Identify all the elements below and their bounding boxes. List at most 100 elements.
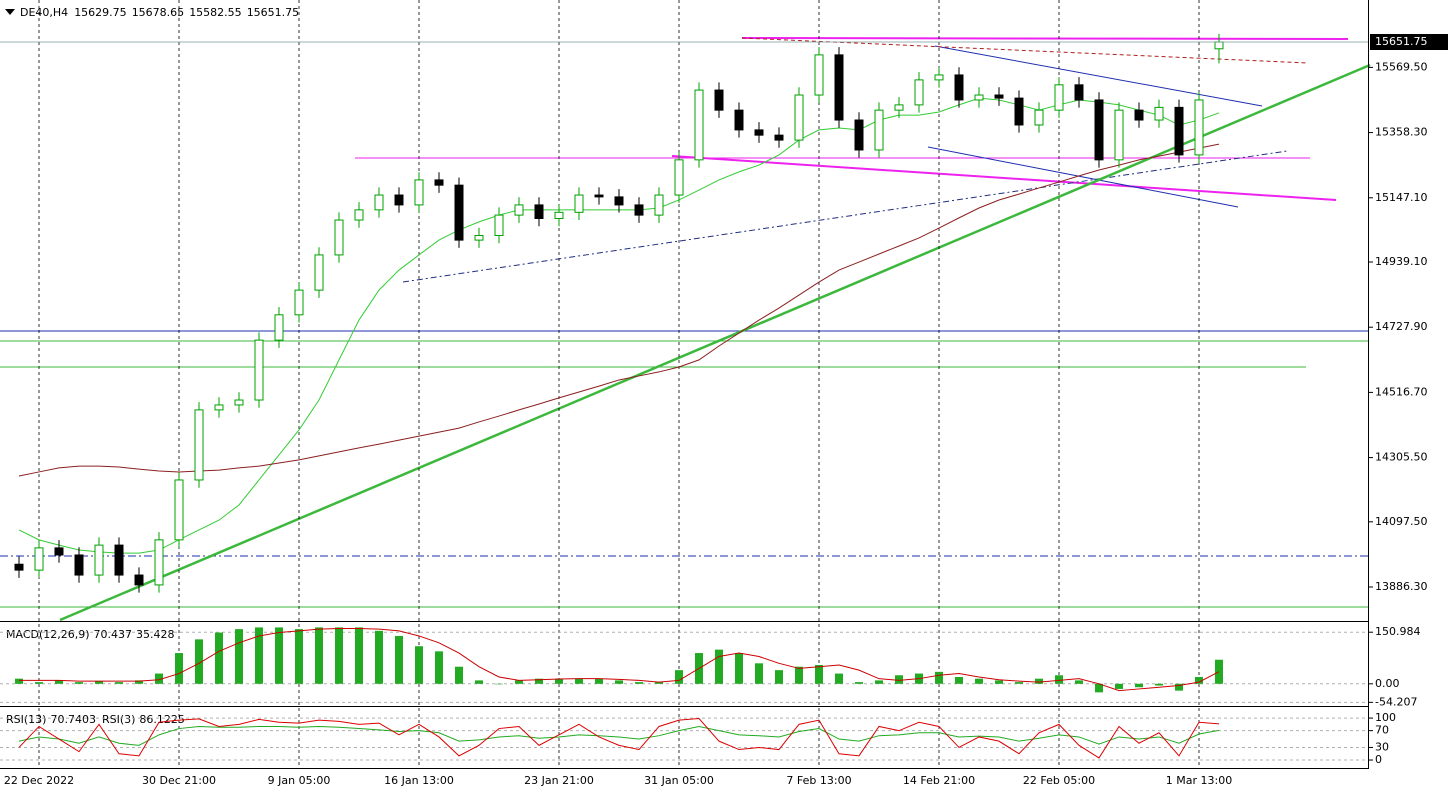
macd-header: MACD(12,26,9) 70.437 35.428 bbox=[6, 628, 175, 641]
candle-body bbox=[974, 94, 984, 101]
x-tick-label: 22 Dec 2022 bbox=[4, 774, 74, 787]
y-tick-label: 70 bbox=[1375, 724, 1389, 737]
indicator-line bbox=[18, 143, 1220, 477]
histogram-bar bbox=[555, 678, 563, 684]
candle-body bbox=[54, 547, 64, 556]
candle-body bbox=[14, 563, 24, 571]
histogram-bar bbox=[855, 682, 863, 684]
indicator-line bbox=[18, 725, 1220, 746]
y-tick-label: 14727.90 bbox=[1375, 320, 1428, 333]
candle-body bbox=[94, 544, 104, 576]
histogram-bar bbox=[635, 682, 643, 684]
candle-body bbox=[934, 74, 944, 81]
indicator-line bbox=[18, 717, 1220, 759]
candle-body bbox=[1154, 106, 1164, 121]
y-tick-label: 14305.50 bbox=[1375, 451, 1428, 464]
histogram-bar bbox=[235, 629, 243, 684]
candle-body bbox=[754, 129, 764, 136]
histogram-bar bbox=[155, 673, 163, 684]
candle-body bbox=[914, 79, 924, 106]
histogram-bar bbox=[335, 627, 343, 684]
candle-body bbox=[894, 104, 904, 111]
candle-body bbox=[994, 94, 1004, 99]
histogram-bar bbox=[955, 676, 963, 684]
histogram-bar bbox=[475, 680, 483, 684]
y-tick-label: 150.984 bbox=[1375, 625, 1421, 638]
symbol: DE40,H4 bbox=[20, 6, 68, 19]
indicator-value: 86.1225 bbox=[139, 713, 185, 726]
histogram-bar bbox=[715, 649, 723, 684]
menu-arrow[interactable] bbox=[5, 9, 15, 15]
histogram-bar bbox=[995, 680, 1003, 684]
candle-body bbox=[814, 54, 824, 96]
channel-line bbox=[927, 146, 1239, 208]
candle-body bbox=[594, 194, 604, 198]
candle-body bbox=[494, 214, 504, 236]
high-value: 15678.65 bbox=[132, 6, 185, 19]
candle-body bbox=[1014, 97, 1024, 126]
histogram-bar bbox=[95, 681, 103, 684]
histogram-bar bbox=[1035, 678, 1043, 684]
candle-body bbox=[714, 89, 724, 111]
candle-body bbox=[834, 54, 844, 121]
histogram-bar bbox=[1055, 675, 1063, 684]
candle-body bbox=[354, 209, 364, 221]
candle-body bbox=[1054, 84, 1064, 111]
candle-body bbox=[734, 109, 744, 131]
candle-body bbox=[134, 574, 144, 586]
chart-header: DE40,H4 15629.75 15678.65 15582.55 15651.75 bbox=[20, 6, 299, 19]
histogram-bar bbox=[1095, 683, 1103, 693]
candle-body bbox=[474, 234, 484, 241]
candle-body bbox=[1034, 109, 1044, 126]
trend-line bbox=[671, 155, 1337, 201]
candle-body bbox=[1094, 99, 1104, 161]
x-tick-label: 16 Jan 13:00 bbox=[384, 774, 454, 787]
histogram-bar bbox=[575, 678, 583, 684]
candle-body bbox=[174, 479, 184, 541]
histogram-bar bbox=[355, 627, 363, 684]
histogram-bar bbox=[195, 639, 203, 684]
candle-body bbox=[254, 339, 264, 401]
candle-body bbox=[74, 554, 84, 576]
y-tick-label: 15358.30 bbox=[1375, 126, 1428, 139]
y-tick-label: 30 bbox=[1375, 740, 1389, 753]
trend-line bbox=[402, 150, 1288, 283]
candle-body bbox=[854, 119, 864, 151]
histogram-bar bbox=[75, 682, 83, 684]
y-tick-label: 15569.50 bbox=[1375, 60, 1428, 73]
x-tick-label: 30 Dec 21:00 bbox=[142, 774, 216, 787]
current-price: 15651.75 bbox=[1375, 35, 1428, 48]
y-tick-label: 14516.70 bbox=[1375, 385, 1428, 398]
candle-body bbox=[874, 109, 884, 151]
candle-body bbox=[534, 204, 544, 220]
candle-body bbox=[794, 94, 804, 141]
candle-body bbox=[554, 211, 564, 220]
histogram-bar bbox=[895, 675, 903, 684]
x-tick-label: 14 Feb 21:00 bbox=[903, 774, 975, 787]
close-value: 15651.75 bbox=[247, 6, 300, 19]
histogram-bar bbox=[975, 678, 983, 684]
indicator-name: RSI(3) bbox=[102, 713, 135, 726]
low-value: 15582.55 bbox=[189, 6, 242, 19]
histogram-bar bbox=[35, 682, 43, 684]
histogram-bar bbox=[415, 646, 423, 684]
histogram-bar bbox=[875, 680, 883, 684]
histogram-bar bbox=[935, 671, 943, 684]
histogram-bar bbox=[215, 632, 223, 684]
candle-body bbox=[574, 194, 584, 213]
candle-body bbox=[434, 179, 444, 186]
candle-body bbox=[234, 399, 244, 406]
histogram-bar bbox=[295, 629, 303, 684]
histogram-bar bbox=[1015, 682, 1023, 684]
candle-body bbox=[114, 544, 124, 576]
x-tick-label: 31 Jan 05:00 bbox=[644, 774, 714, 787]
candle-body bbox=[214, 404, 224, 411]
histogram-bar bbox=[1155, 683, 1163, 686]
candle-body bbox=[514, 204, 524, 216]
histogram-bar bbox=[775, 670, 783, 684]
candle-body bbox=[694, 89, 704, 161]
candle-body bbox=[654, 194, 664, 216]
histogram-bar bbox=[755, 663, 763, 684]
indicator-name: MACD(12,26,9) bbox=[6, 628, 90, 641]
histogram-bar bbox=[495, 683, 503, 685]
